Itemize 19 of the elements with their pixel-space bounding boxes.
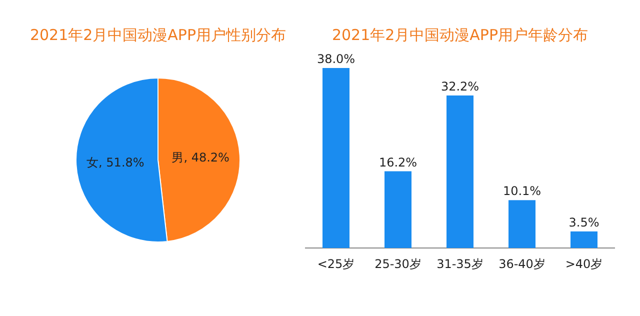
slice-label: 女, 51.8% [86,155,144,170]
x-tick-label: <25岁 [317,257,355,271]
bar [322,68,350,248]
bar [384,171,412,248]
slice-label: 男, 48.2% [172,150,230,165]
bar [570,231,598,248]
x-tick-label: 31-35岁 [436,257,484,271]
x-tick-label: 36-40岁 [498,257,546,271]
x-tick-label: 25-30岁 [374,257,422,271]
data-label: 3.5% [568,215,600,230]
chart-title: 2021年2月中国动漫APP用户年龄分布 [332,26,588,44]
data-label: 16.2% [378,155,418,170]
bar [508,200,536,248]
data-label: 32.2% [440,79,480,94]
data-label: 38.0% [316,52,356,66]
chart-title: 2021年2月中国动漫APP用户性别分布 [30,26,286,44]
bar [446,95,474,248]
data-label: 10.1% [502,184,542,198]
x-tick-label: >40岁 [565,257,603,271]
